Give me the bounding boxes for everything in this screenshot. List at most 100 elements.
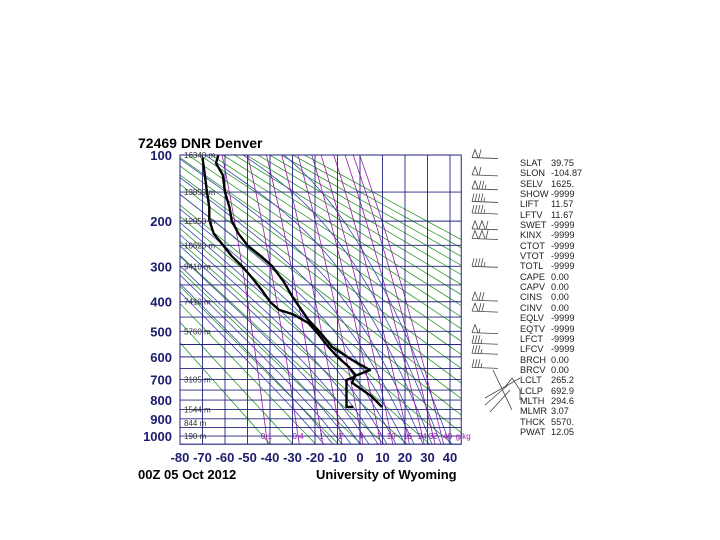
x-tick-label: -30 bbox=[283, 450, 302, 465]
x-tick-label: 20 bbox=[398, 450, 412, 465]
x-tick-label: -60 bbox=[216, 450, 235, 465]
stat-key: VTOT bbox=[520, 251, 545, 262]
x-tick-label: -70 bbox=[193, 450, 212, 465]
sounding-time: 00Z 05 Oct 2012 bbox=[138, 467, 237, 482]
mixing-ratio-line bbox=[297, 155, 364, 445]
x-tick-label: -20 bbox=[306, 450, 325, 465]
dry-adiabat bbox=[180, 302, 317, 445]
mixing-ratio-line bbox=[359, 155, 444, 445]
dry-adiabat bbox=[257, 155, 462, 276]
stat-row-totl: TOTL -9999 bbox=[520, 261, 582, 271]
dry-adiabat bbox=[269, 155, 462, 266]
station-title: 72469 DNR Denver bbox=[138, 135, 263, 151]
wind-barb bbox=[471, 229, 499, 240]
stat-value: -9999 bbox=[551, 344, 575, 355]
stat-key: SLAT bbox=[520, 158, 543, 168]
height-label: 5760 m bbox=[184, 327, 211, 336]
wind-barb bbox=[471, 193, 499, 203]
moist-adiabat bbox=[283, 155, 451, 445]
y-tick-label: 500 bbox=[150, 324, 172, 339]
mixing-ratio-line bbox=[320, 155, 394, 445]
mixing-ratio-line bbox=[247, 155, 300, 445]
plot-area bbox=[180, 155, 462, 445]
stat-value: 692.9 bbox=[551, 385, 574, 396]
stat-row-lclp: LCLP 692.9 bbox=[520, 386, 582, 396]
stat-row-eqtv: EQTV -9999 bbox=[520, 324, 582, 334]
stat-row-brch: BRCH 0.00 bbox=[520, 355, 582, 365]
dry-adiabat bbox=[211, 155, 462, 318]
stat-value: 39.75 bbox=[551, 158, 574, 168]
stat-key: BRCV bbox=[520, 364, 546, 375]
stat-value: -9999 bbox=[551, 230, 575, 241]
wind-barb bbox=[471, 219, 499, 231]
stat-value: -9999 bbox=[551, 313, 575, 324]
stat-row-lftv: LFTV 11.67 bbox=[520, 210, 582, 220]
x-tick-label: -80 bbox=[171, 450, 190, 465]
mixing-ratio-label: 1 bbox=[319, 432, 324, 441]
stat-key: CINS bbox=[520, 292, 542, 303]
stat-key: PWAT bbox=[520, 426, 546, 437]
dry-adiabat bbox=[180, 183, 462, 400]
stat-value: 0.00 bbox=[551, 302, 569, 313]
stat-key: LIFT bbox=[520, 199, 539, 210]
stat-value: -9999 bbox=[551, 261, 575, 272]
dry-adiabat bbox=[180, 227, 431, 445]
mixing-ratio-line bbox=[352, 155, 436, 445]
dry-adiabat bbox=[234, 155, 462, 296]
mixing-ratio-line bbox=[221, 155, 268, 445]
stat-value: -104.87 bbox=[551, 168, 583, 179]
dry-adiabat bbox=[180, 165, 462, 369]
y-tick-label: 200 bbox=[150, 214, 172, 229]
dry-adiabat bbox=[180, 285, 339, 445]
moist-adiabat bbox=[180, 291, 325, 445]
dry-adiabat bbox=[180, 193, 462, 416]
dry-adiabat bbox=[280, 155, 462, 257]
height-label: 1544 m bbox=[184, 406, 211, 415]
x-tick-label: 40 bbox=[443, 450, 457, 465]
y-tick-label: 700 bbox=[150, 373, 172, 388]
wind-barb bbox=[471, 323, 499, 335]
dry-adiabat bbox=[222, 155, 462, 306]
low-level-wind-barbs bbox=[484, 369, 521, 413]
dry-adiabat bbox=[180, 321, 294, 445]
stat-key: LFCT bbox=[520, 333, 543, 344]
mixing-ratio-line bbox=[344, 155, 425, 445]
stat-row-slon: SLON -104.87 bbox=[520, 168, 582, 178]
mixing-ratio-label: 10 bbox=[387, 432, 396, 441]
mixing-ratio-unit: g/kg bbox=[456, 432, 471, 441]
stat-row-mlmr: MLMR 3.07 bbox=[520, 406, 582, 416]
stat-value: 11.67 bbox=[551, 209, 574, 220]
height-label: 16340 m bbox=[184, 151, 215, 160]
stat-key: LFCV bbox=[520, 344, 544, 355]
mixing-ratio-line bbox=[333, 155, 410, 445]
stat-row-pwat: PWAT 12.05 bbox=[520, 427, 582, 437]
mixing-ratio-label: 32 bbox=[429, 432, 438, 441]
stat-row-swet: SWET -9999 bbox=[520, 220, 582, 230]
x-tick-label: -50 bbox=[238, 450, 257, 465]
wind-barb bbox=[471, 165, 499, 177]
stat-value: 3.07 bbox=[551, 406, 569, 417]
stat-key: BRCH bbox=[520, 354, 547, 365]
stat-row-cins: CINS 0.00 bbox=[520, 292, 582, 302]
x-tick-label: -10 bbox=[328, 450, 347, 465]
height-label: 9410 m bbox=[184, 262, 211, 271]
stat-row-show: SHOW -9999 bbox=[520, 189, 582, 199]
y-tick-label: 400 bbox=[150, 295, 172, 310]
stat-key: TOTL bbox=[520, 261, 544, 272]
mixing-ratio-label: 7 bbox=[377, 432, 382, 441]
height-label: 12050 m bbox=[184, 217, 215, 226]
dry-adiabat bbox=[199, 155, 462, 330]
wind-barb bbox=[471, 204, 499, 215]
wind-barb bbox=[471, 335, 499, 345]
y-tick-label: 100 bbox=[150, 148, 172, 163]
stat-value: 0.00 bbox=[551, 282, 569, 293]
sounding-indices-panel: SLAT 39.75 SLON -104.87 SELV 1625. SHOW -9999 LI… bbox=[520, 158, 582, 437]
stat-row-capv: CAPV 0.00 bbox=[520, 282, 582, 292]
stat-row-selv: SELV 1625. bbox=[520, 179, 582, 189]
stat-value: 5570. bbox=[551, 416, 574, 427]
stat-key: CTOT bbox=[520, 240, 545, 251]
stat-key: SLON bbox=[520, 168, 546, 179]
stat-value: 0.00 bbox=[551, 271, 569, 282]
moist-adiabat bbox=[180, 177, 415, 445]
